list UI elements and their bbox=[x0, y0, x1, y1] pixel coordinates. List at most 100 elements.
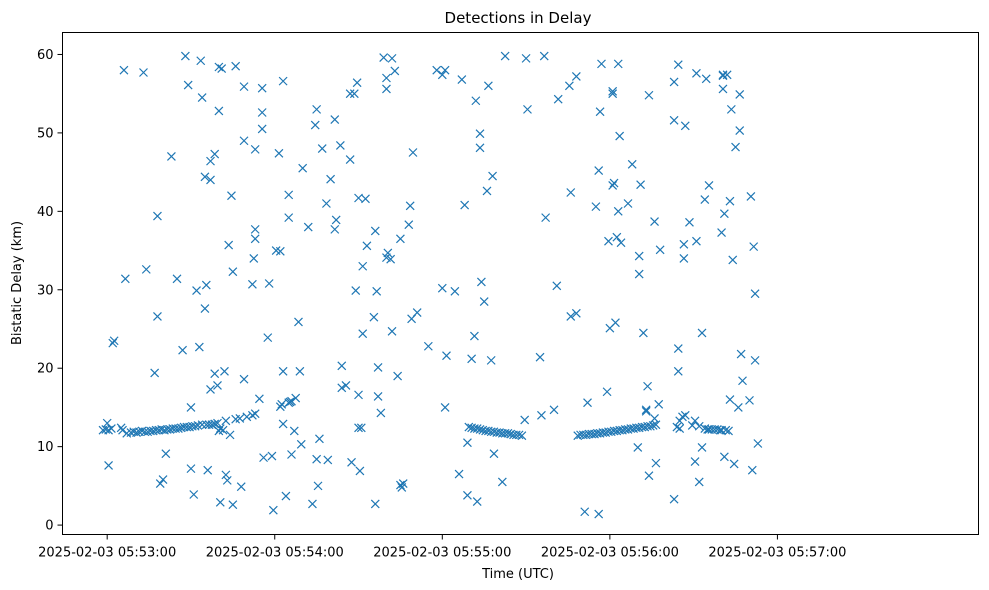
data-point bbox=[678, 412, 687, 422]
y-tick-label: 0 bbox=[45, 519, 53, 534]
data-point bbox=[680, 410, 690, 420]
data-point bbox=[341, 381, 351, 390]
data-point bbox=[215, 424, 225, 434]
data-point bbox=[312, 454, 322, 464]
data-point bbox=[362, 241, 372, 251]
data-point bbox=[356, 423, 366, 433]
data-point bbox=[197, 93, 207, 103]
data-point bbox=[213, 381, 222, 390]
data-point bbox=[701, 74, 711, 84]
data-point bbox=[654, 399, 664, 409]
data-point bbox=[250, 144, 260, 154]
data-point bbox=[602, 387, 612, 397]
data-point bbox=[440, 65, 450, 75]
data-point bbox=[382, 84, 391, 94]
x-axis-label: Time (UTC) bbox=[481, 567, 554, 582]
data-point bbox=[673, 366, 683, 376]
data-point bbox=[330, 115, 340, 124]
data-point bbox=[173, 424, 183, 434]
data-point bbox=[488, 171, 497, 181]
data-point bbox=[608, 86, 618, 96]
data-point bbox=[104, 425, 114, 435]
data-point bbox=[692, 68, 701, 78]
data-point bbox=[317, 144, 327, 154]
data-point bbox=[313, 481, 323, 491]
data-point bbox=[186, 403, 196, 412]
data-point bbox=[345, 89, 355, 99]
data-point bbox=[310, 120, 320, 130]
data-point bbox=[225, 430, 235, 440]
data-point bbox=[580, 507, 590, 517]
data-point bbox=[467, 354, 477, 364]
data-point bbox=[250, 224, 260, 234]
data-point bbox=[337, 361, 347, 371]
x-axis: 2025-02-03 05:53:00 2025-02-03 05:54:00 20… bbox=[38, 534, 846, 561]
data-point bbox=[215, 497, 225, 507]
data-point bbox=[120, 274, 130, 284]
data-point bbox=[345, 155, 355, 164]
data-point bbox=[541, 213, 551, 223]
data-point bbox=[440, 403, 450, 412]
data-point bbox=[454, 469, 464, 479]
data-point bbox=[731, 142, 740, 152]
data-point bbox=[221, 470, 231, 480]
data-point bbox=[264, 279, 274, 288]
data-point bbox=[387, 326, 397, 336]
data-point bbox=[183, 80, 193, 90]
data-point bbox=[641, 405, 651, 415]
chart-title: Detections in Delay bbox=[445, 9, 592, 27]
data-point bbox=[552, 281, 562, 291]
data-point bbox=[218, 425, 228, 435]
data-point bbox=[604, 236, 613, 246]
data-point bbox=[298, 163, 308, 173]
data-point bbox=[178, 345, 188, 355]
data-point bbox=[472, 424, 482, 434]
data-point bbox=[672, 422, 682, 432]
data-point bbox=[259, 453, 268, 463]
data-point bbox=[139, 68, 148, 77]
data-point bbox=[673, 60, 683, 70]
data-point bbox=[633, 443, 643, 452]
data-point bbox=[475, 143, 485, 153]
data-point bbox=[321, 199, 331, 208]
data-point bbox=[690, 416, 700, 426]
data-point bbox=[372, 286, 382, 296]
data-point bbox=[636, 180, 646, 190]
data-point bbox=[648, 421, 658, 430]
data-point bbox=[608, 181, 618, 190]
data-point bbox=[645, 421, 655, 431]
plot-area-frame bbox=[62, 32, 979, 535]
data-point bbox=[489, 449, 499, 459]
data-point bbox=[450, 286, 460, 296]
data-point bbox=[330, 224, 340, 234]
x-tick-label: 2025-02-03 05:57:00 bbox=[708, 546, 846, 561]
data-point bbox=[675, 424, 685, 434]
data-point bbox=[694, 421, 704, 431]
data-point bbox=[615, 131, 625, 141]
data-point bbox=[553, 94, 563, 104]
x-tick-label: 2025-02-03 05:56:00 bbox=[541, 546, 679, 561]
data-point bbox=[753, 439, 763, 448]
data-point bbox=[141, 264, 151, 274]
data-point bbox=[479, 297, 489, 306]
data-point bbox=[669, 77, 679, 87]
data-point bbox=[150, 368, 160, 378]
data-point bbox=[118, 425, 127, 435]
data-point bbox=[197, 420, 207, 430]
data-point bbox=[464, 422, 474, 432]
data-point bbox=[291, 393, 301, 403]
data-point bbox=[254, 394, 264, 404]
data-point bbox=[236, 482, 246, 492]
data-point bbox=[386, 254, 396, 264]
data-point bbox=[284, 190, 294, 200]
data-point bbox=[611, 318, 620, 328]
data-point bbox=[161, 449, 171, 459]
data-point bbox=[355, 466, 365, 476]
data-point bbox=[747, 465, 757, 475]
data-point bbox=[613, 206, 623, 216]
data-point bbox=[201, 280, 211, 290]
data-point bbox=[387, 53, 397, 63]
data-point bbox=[612, 232, 622, 242]
data-point bbox=[257, 124, 267, 134]
